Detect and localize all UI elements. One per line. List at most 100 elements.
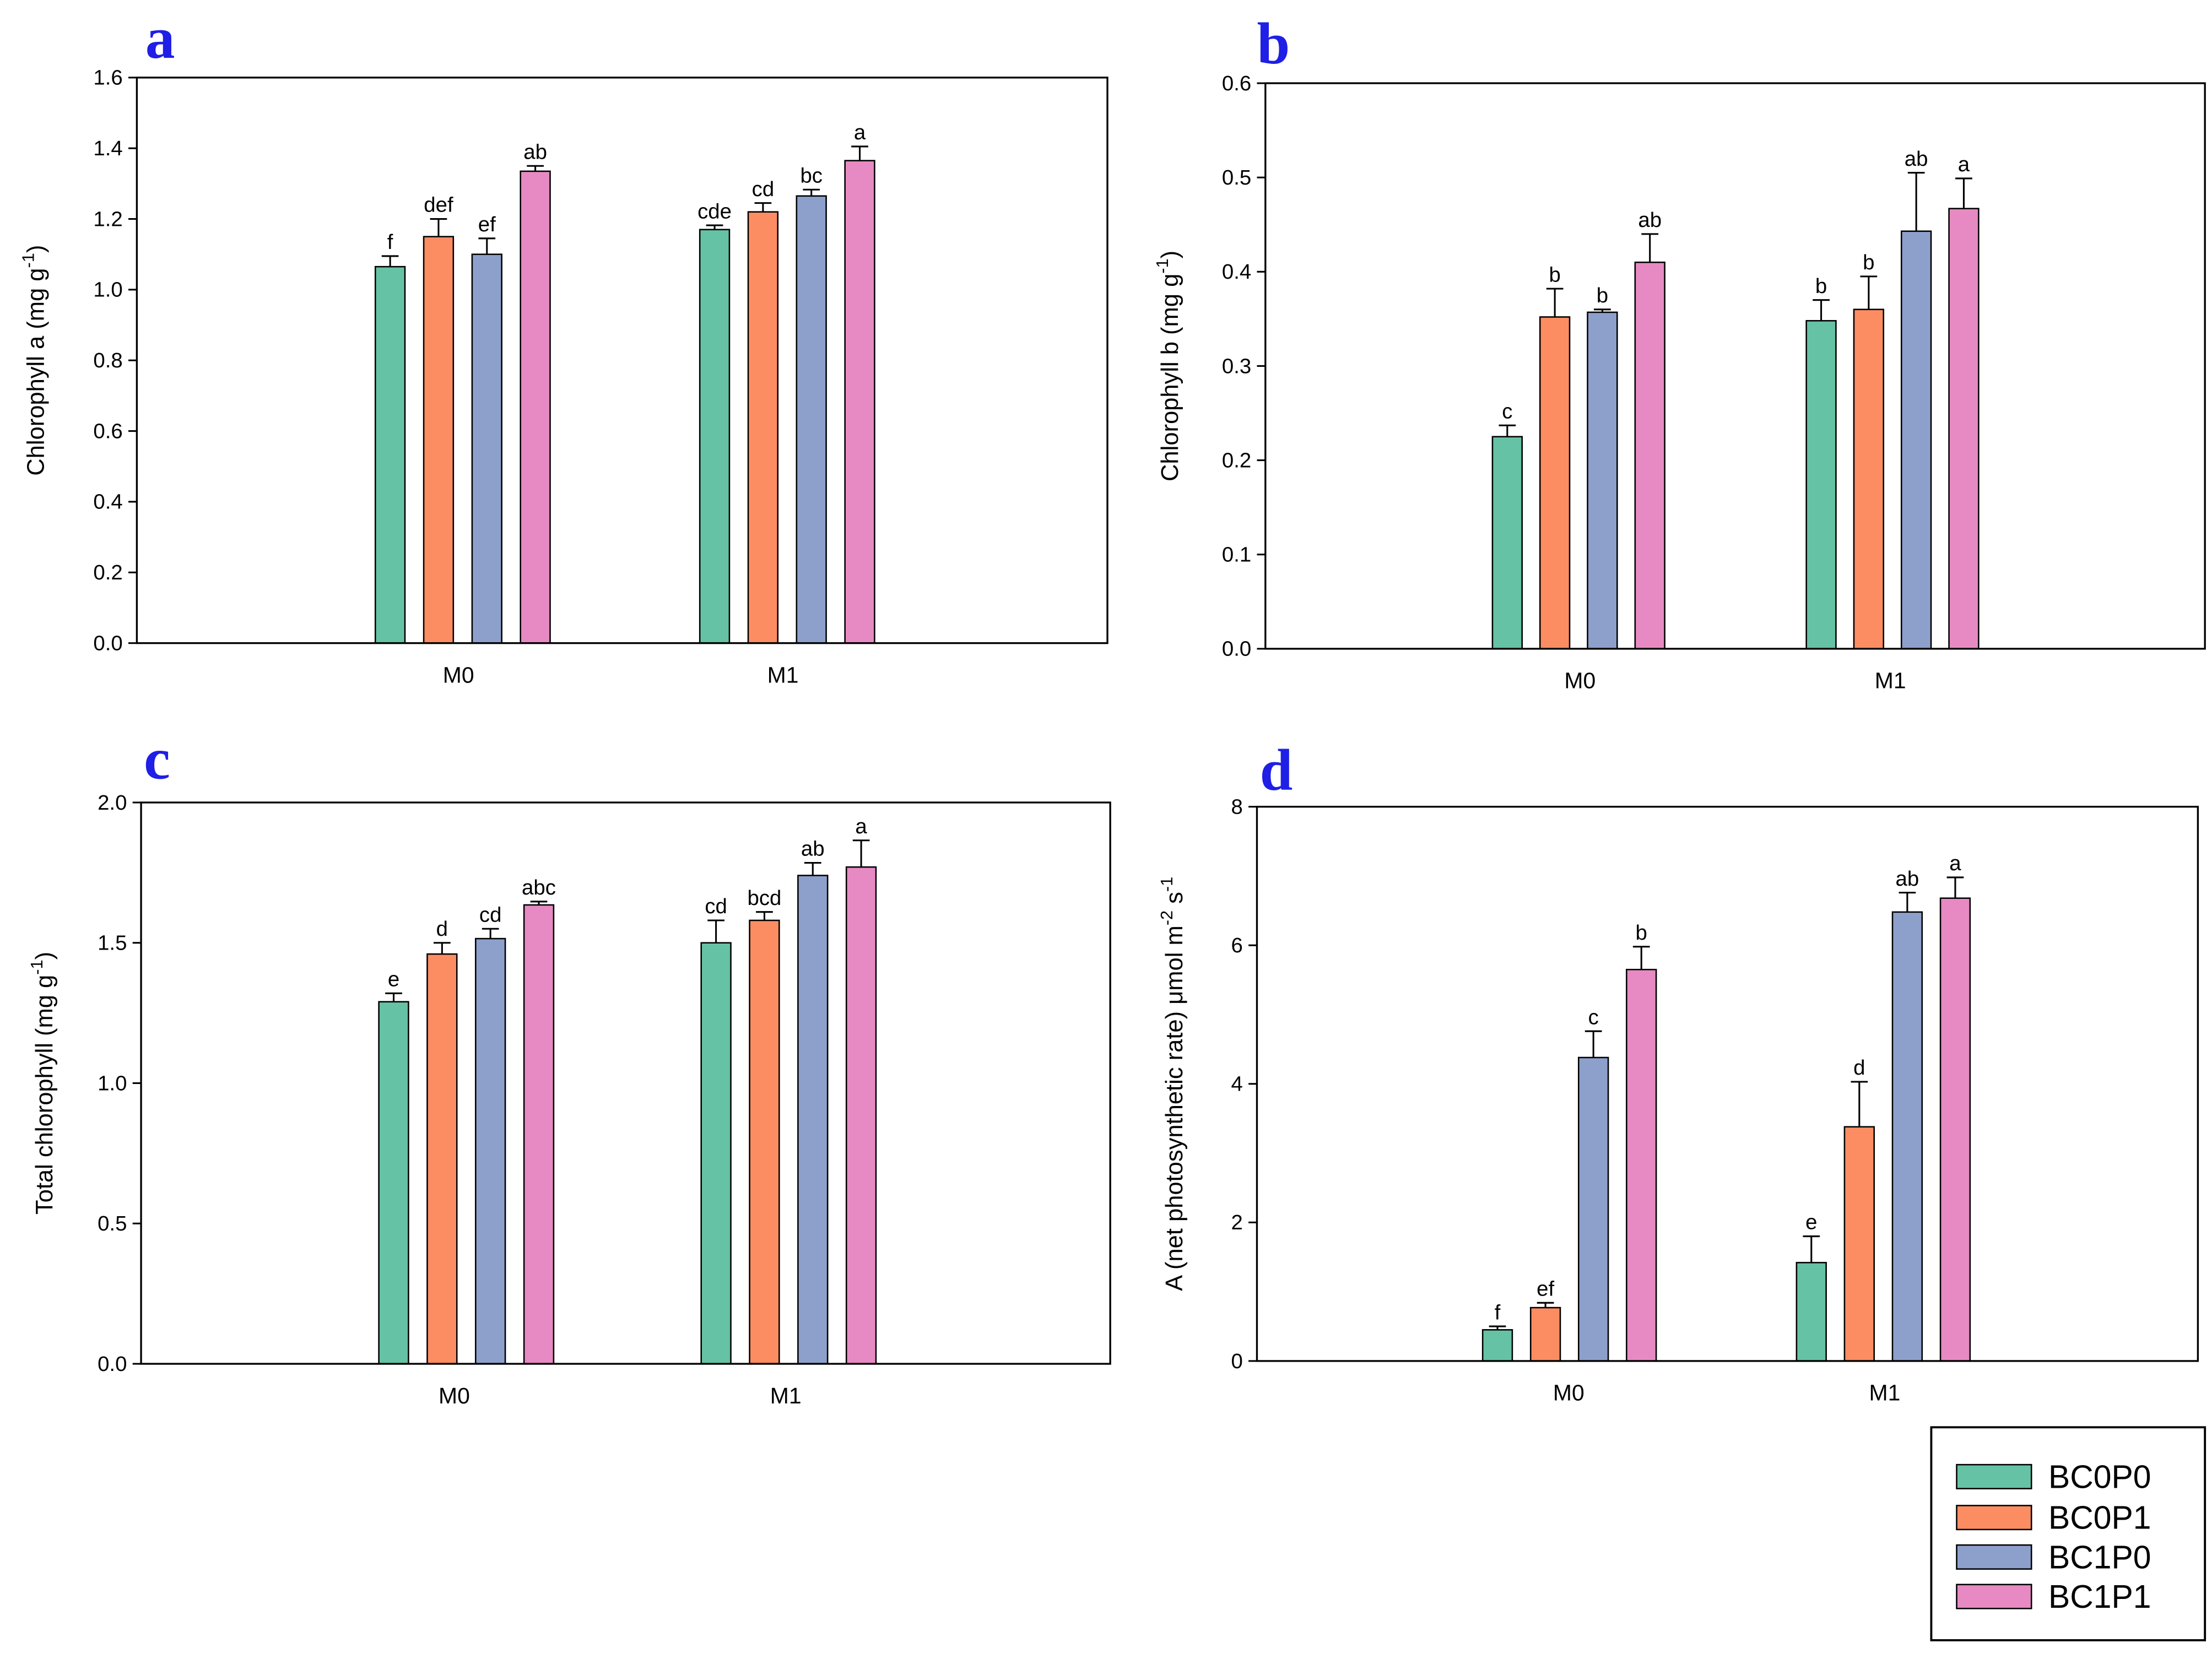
significance-letter: ef — [1537, 1277, 1554, 1300]
legend-label: BC0P0 — [2048, 1459, 2151, 1495]
y-axis-title: A (net photosynthetic rate) μmol m-2 s-1 — [1157, 877, 1188, 1291]
significance-letter: d — [1853, 1056, 1865, 1080]
bar-bc1p1-m0 — [1634, 261, 1665, 650]
significance-letter: ab — [801, 837, 825, 861]
bar-bc1p0-m1 — [797, 875, 829, 1365]
panel-label: d — [1260, 738, 1293, 803]
y-tick-label: 0.3 — [1222, 354, 1251, 378]
significance-letter: ab — [1905, 147, 1928, 171]
significance-letter: a — [854, 121, 866, 144]
significance-letter: b — [1863, 251, 1874, 274]
y-axis-title-text: s — [1161, 892, 1188, 910]
significance-letter: b — [1549, 263, 1560, 286]
significance-letter: cd — [479, 903, 502, 926]
y-tick-label: 0.2 — [93, 561, 122, 584]
panel-label: a — [145, 6, 175, 71]
y-tick-label: 0.0 — [98, 1352, 127, 1376]
y-tick-label: 6 — [1231, 934, 1243, 957]
bar-bc0p0-m1 — [700, 942, 732, 1365]
significance-letter: d — [436, 917, 448, 941]
bar-bc0p1-m0 — [1529, 1306, 1561, 1362]
legend-swatch — [1956, 1505, 2032, 1531]
significance-letter: def — [424, 193, 453, 217]
significance-letter: cde — [697, 199, 732, 223]
bar-bc0p0-m1 — [1795, 1262, 1827, 1362]
y-axis-title-superscript: -1 — [18, 253, 37, 268]
legend-entry-bc0p0: BC0P0 — [1956, 1459, 2151, 1495]
legend-entry-bc1p0: BC1P0 — [1956, 1539, 2151, 1575]
y-tick-label: 0.5 — [1222, 166, 1251, 189]
bar-bc1p0-m0 — [1578, 1056, 1609, 1362]
y-axis-title: Chlorophyll b (mg g-1) — [1153, 251, 1183, 481]
y-tick-label: 0.6 — [1222, 72, 1251, 95]
bar-bc1p1-m0 — [520, 170, 551, 644]
y-axis-title-text: Total chlorophyll (mg g — [31, 975, 58, 1215]
bar-bc1p0-m0 — [475, 937, 506, 1365]
y-axis-title-text: A (net photosynthetic rate) μmol m — [1161, 925, 1188, 1291]
y-axis-title-text: ) — [23, 245, 49, 253]
plot-frame — [1256, 805, 2199, 1362]
bar-bc0p0-m1 — [1805, 320, 1837, 650]
y-tick-label: 1.4 — [93, 137, 122, 160]
y-tick-label: 1.5 — [98, 931, 127, 955]
y-tick-label: 0.2 — [1222, 448, 1251, 472]
y-tick-label: 2.0 — [98, 791, 127, 815]
significance-letter: ab — [523, 140, 547, 164]
x-category-label: M0 — [1553, 1380, 1584, 1406]
legend-label: BC0P1 — [2048, 1500, 2151, 1536]
panel-b: b c b b b b ab ab a 0.0 0.1 0.2 0.3 0.4 0.5 0.6 M0 M1 Chlo… — [1153, 11, 2206, 693]
legend-swatch — [1956, 1544, 2032, 1570]
y-tick-label: 1.6 — [93, 66, 122, 90]
significance-letter: f — [1495, 1300, 1501, 1324]
legend-label: BC1P0 — [2048, 1539, 2151, 1575]
y-axis-title-superscript: -1 — [1153, 258, 1172, 273]
panel-a: a f cde def cd ef bc ab a 0.0 0.2 0.4 0.6 0.8 1.0 1.2 1.… — [18, 6, 1108, 687]
bar-bc0p1-m1 — [749, 919, 780, 1365]
bar-bc1p0-m1 — [1900, 230, 1932, 650]
bar-bc0p1-m1 — [747, 211, 779, 644]
plot-frame — [136, 77, 1108, 644]
y-tick-label: 0.6 — [93, 419, 122, 443]
x-category-label: M0 — [443, 662, 474, 687]
significance-letter: c — [1502, 399, 1512, 423]
y-tick-label: 0 — [1231, 1349, 1243, 1373]
bar-bc1p1-m0 — [523, 904, 555, 1365]
significance-letter: a — [1949, 852, 1961, 875]
significance-letter: b — [1636, 921, 1647, 945]
y-tick-label: 0.4 — [1222, 260, 1251, 284]
legend-swatch — [1956, 1584, 2032, 1609]
legend-label: BC1P1 — [2048, 1579, 2151, 1615]
y-tick-label: 0.1 — [1222, 543, 1251, 567]
significance-letter: ab — [1896, 867, 1919, 891]
bar-bc0p0-m0 — [378, 1001, 409, 1365]
significance-letter: cd — [705, 894, 727, 918]
y-axis-title-text: Chlorophyll b (mg g — [1157, 274, 1183, 481]
y-axis-title-text: ) — [31, 952, 58, 960]
significance-letter: b — [1597, 284, 1608, 307]
panel-label: c — [144, 726, 170, 791]
y-axis-title-text: Chlorophyll a (mg g — [23, 268, 49, 475]
y-tick-label: 0.5 — [98, 1212, 127, 1235]
significance-letter: abc — [522, 876, 556, 899]
bar-bc0p0-m1 — [699, 229, 731, 644]
y-tick-label: 8 — [1231, 795, 1243, 818]
y-tick-label: 0.0 — [1222, 637, 1251, 661]
y-tick-label: 0.8 — [93, 349, 122, 372]
bar-bc1p1-m1 — [1948, 208, 1980, 650]
bar-bc1p0-m1 — [1891, 911, 1923, 1362]
significance-letter: f — [387, 230, 393, 254]
bar-bc0p1-m0 — [423, 236, 455, 644]
bar-bc1p0-m0 — [1587, 311, 1618, 650]
y-tick-label: 2 — [1231, 1211, 1243, 1234]
significance-letter: ef — [478, 213, 496, 236]
plot-frame — [140, 801, 1111, 1365]
y-axis-title-superscript: -1 — [1157, 877, 1176, 892]
bar-bc1p0-m1 — [796, 195, 827, 644]
y-tick-label: 4 — [1231, 1072, 1243, 1096]
bar-bc1p0-m0 — [471, 253, 502, 644]
significance-letter: a — [1958, 153, 1970, 176]
x-category-label: M1 — [767, 662, 799, 687]
